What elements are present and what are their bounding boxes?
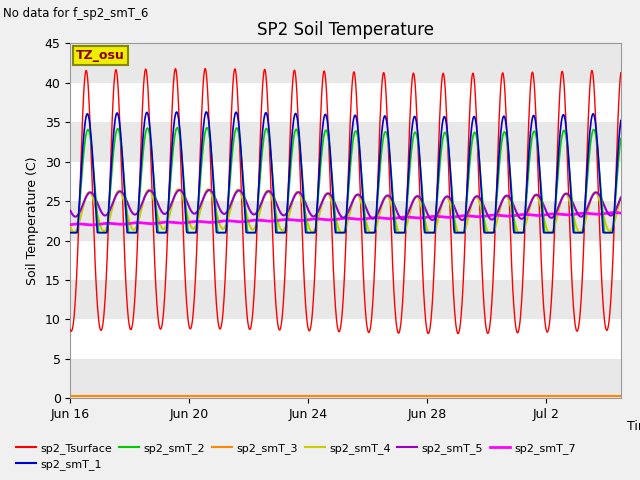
Legend: sp2_Tsurface, sp2_smT_1, sp2_smT_2, sp2_smT_3, sp2_smT_4, sp2_smT_5, sp2_smT_7: sp2_Tsurface, sp2_smT_1, sp2_smT_2, sp2_… [12,438,580,474]
Bar [70,83,621,122]
Bar [70,201,621,240]
Bar [70,43,621,83]
X-axis label: Time: Time [627,420,640,432]
Bar [70,240,621,280]
Bar [70,359,621,398]
Text: No data for f_sp2_smT_6: No data for f_sp2_smT_6 [3,7,148,20]
Bar [70,162,621,201]
Bar [70,320,621,359]
Bar [70,122,621,162]
Title: SP2 Soil Temperature: SP2 Soil Temperature [257,21,434,39]
Bar [70,280,621,320]
Y-axis label: Soil Temperature (C): Soil Temperature (C) [26,156,39,285]
Text: TZ_osu: TZ_osu [76,49,125,62]
